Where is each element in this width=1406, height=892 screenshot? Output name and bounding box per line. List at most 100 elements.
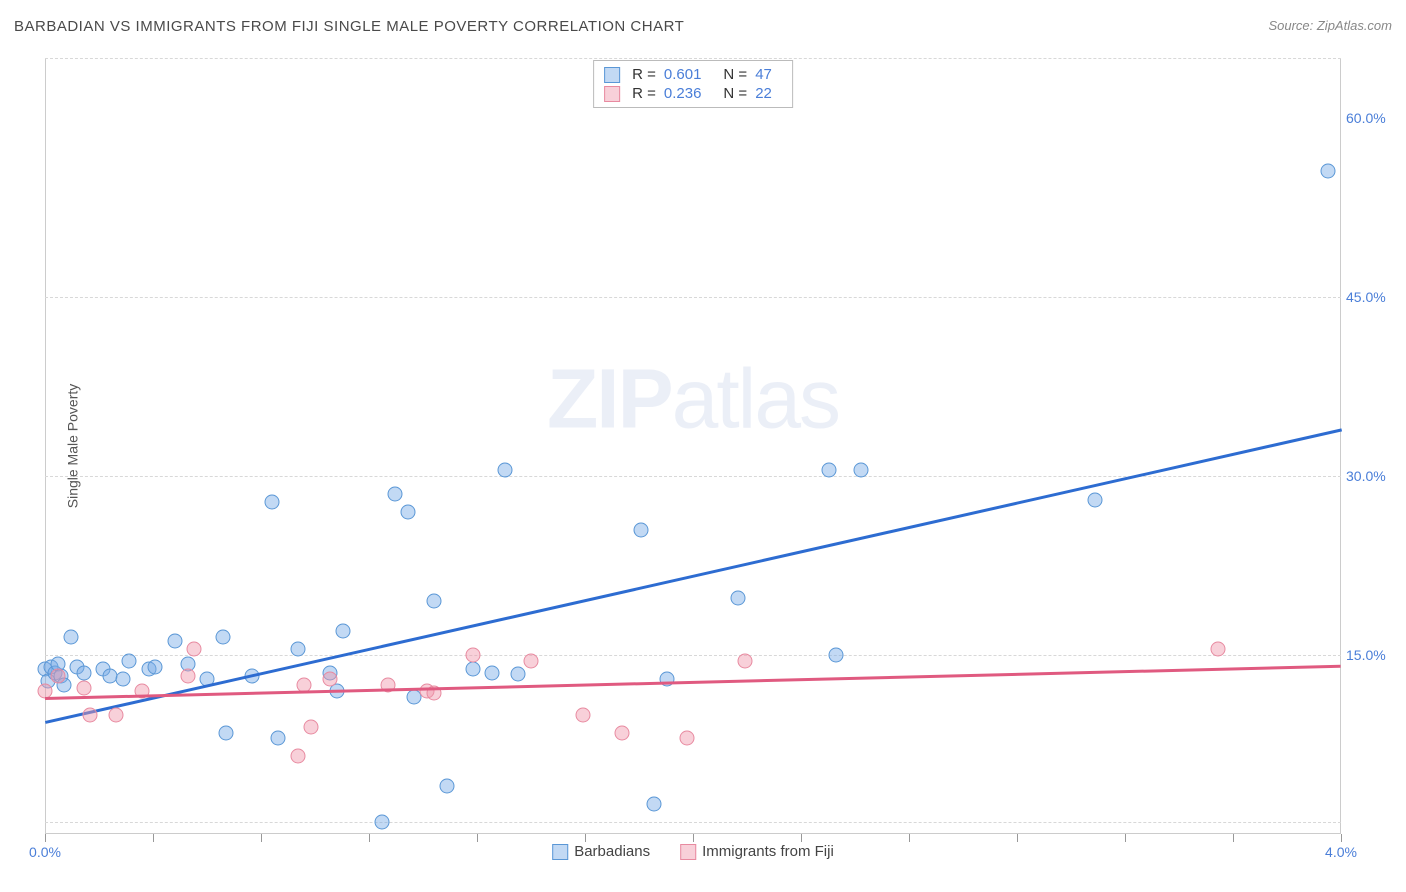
stat-r-value: 0.601 xyxy=(664,66,702,83)
legend-label: Barbadians xyxy=(574,843,650,860)
y-tick-label: 30.0% xyxy=(1346,468,1401,484)
scatter-point xyxy=(290,641,305,656)
watermark: ZIPatlas xyxy=(547,351,839,448)
x-tick xyxy=(1125,834,1126,842)
scatter-point xyxy=(290,749,305,764)
y-tick-label: 15.0% xyxy=(1346,647,1401,663)
watermark-zip: ZIP xyxy=(547,352,672,446)
scatter-point xyxy=(387,486,402,501)
scatter-point xyxy=(614,725,629,740)
legend-swatch-icon xyxy=(604,86,620,102)
scatter-point xyxy=(76,665,91,680)
stats-row: R = 0.236 N = 22 xyxy=(604,84,782,103)
scatter-point xyxy=(148,659,163,674)
scatter-point xyxy=(216,630,231,645)
scatter-point xyxy=(511,667,526,682)
legend-item: Barbadians xyxy=(552,843,650,860)
y-axis-line-right xyxy=(1340,58,1341,834)
scatter-point xyxy=(76,681,91,696)
stat-r-label: R = xyxy=(632,85,656,102)
scatter-point xyxy=(381,677,396,692)
x-tick-label: 4.0% xyxy=(1325,844,1357,860)
scatter-point xyxy=(737,653,752,668)
scatter-point xyxy=(135,683,150,698)
scatter-point xyxy=(400,504,415,519)
scatter-point xyxy=(679,731,694,746)
x-tick xyxy=(477,834,478,842)
legend-swatch-icon xyxy=(680,844,696,860)
scatter-point xyxy=(115,671,130,686)
scatter-point xyxy=(822,462,837,477)
scatter-point xyxy=(828,647,843,662)
scatter-point xyxy=(524,653,539,668)
trend-line xyxy=(45,664,1341,699)
scatter-point xyxy=(297,677,312,692)
y-axis-line xyxy=(45,58,46,834)
scatter-point xyxy=(1210,641,1225,656)
x-tick xyxy=(1233,834,1234,842)
scatter-point xyxy=(1087,492,1102,507)
stat-r-value: 0.236 xyxy=(664,85,702,102)
x-tick-label: 0.0% xyxy=(29,844,61,860)
x-tick xyxy=(801,834,802,842)
scatter-point xyxy=(336,624,351,639)
y-tick-label: 45.0% xyxy=(1346,289,1401,305)
scatter-point xyxy=(854,462,869,477)
stats-box: R =0.601N =47R =0.236N =22 xyxy=(593,60,793,108)
scatter-point xyxy=(498,462,513,477)
x-tick xyxy=(693,834,694,842)
scatter-point xyxy=(180,669,195,684)
y-tick-label: 60.0% xyxy=(1346,110,1401,126)
scatter-point xyxy=(660,671,675,686)
x-tick xyxy=(153,834,154,842)
scatter-point xyxy=(245,669,260,684)
x-tick xyxy=(1341,834,1342,842)
trend-line xyxy=(45,428,1342,723)
scatter-point xyxy=(271,731,286,746)
source-link[interactable]: ZipAtlas.com xyxy=(1317,18,1392,33)
source-prefix: Source: xyxy=(1268,18,1316,33)
x-tick xyxy=(909,834,910,842)
scatter-point xyxy=(374,815,389,830)
x-tick xyxy=(585,834,586,842)
scatter-point xyxy=(323,671,338,686)
gridline-h xyxy=(45,822,1341,823)
scatter-point xyxy=(219,725,234,740)
stat-n-label: N = xyxy=(723,66,747,83)
scatter-point xyxy=(575,707,590,722)
scatter-point xyxy=(465,647,480,662)
legend-swatch-icon xyxy=(552,844,568,860)
scatter-point xyxy=(200,671,215,686)
scatter-point xyxy=(63,630,78,645)
scatter-point xyxy=(303,719,318,734)
stat-n-value: 22 xyxy=(755,85,772,102)
scatter-point xyxy=(426,686,441,701)
scatter-point xyxy=(187,641,202,656)
scatter-point xyxy=(731,590,746,605)
gridline-h xyxy=(45,476,1341,477)
legend-item: Immigrants from Fiji xyxy=(680,843,834,860)
scatter-point xyxy=(485,665,500,680)
gridline-h xyxy=(45,655,1341,656)
scatter-point xyxy=(634,522,649,537)
scatter-point xyxy=(83,707,98,722)
legend: Barbadians Immigrants from Fiji xyxy=(552,843,834,860)
plot-area: ZIPatlas R =0.601N =47R =0.236N =22 Barb… xyxy=(45,58,1341,834)
chart-title: BARBADIAN VS IMMIGRANTS FROM FIJI SINGLE… xyxy=(14,18,684,35)
scatter-point xyxy=(109,707,124,722)
gridline-h xyxy=(45,58,1341,59)
scatter-point xyxy=(167,633,182,648)
chart-source: Source: ZipAtlas.com xyxy=(1268,18,1392,35)
legend-label: Immigrants from Fiji xyxy=(702,843,834,860)
scatter-point xyxy=(1321,164,1336,179)
scatter-point xyxy=(426,594,441,609)
scatter-point xyxy=(264,495,279,510)
x-tick xyxy=(369,834,370,842)
stat-n-label: N = xyxy=(723,85,747,102)
scatter-point xyxy=(439,779,454,794)
x-tick xyxy=(261,834,262,842)
scatter-point xyxy=(50,669,65,684)
scatter-point xyxy=(647,797,662,812)
stat-r-label: R = xyxy=(632,66,656,83)
scatter-point xyxy=(465,662,480,677)
